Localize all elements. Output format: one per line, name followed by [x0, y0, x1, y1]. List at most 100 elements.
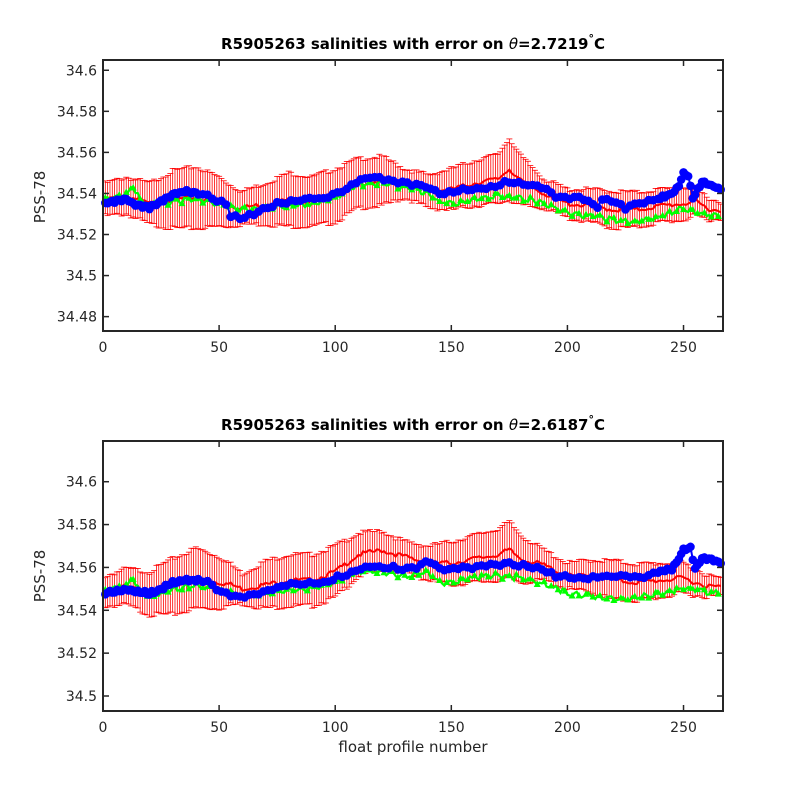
series-marker-green [686, 205, 694, 212]
series-marker-green [199, 199, 207, 206]
series-marker-green [164, 588, 172, 595]
series-marker-green [673, 207, 681, 214]
y-tick-label: 34.56 [57, 560, 97, 576]
chart-title: R5905263 salinities with error on θ=2.61… [221, 413, 605, 434]
y-axis-label: PSS-78 [31, 550, 49, 603]
series-line-blue [104, 545, 722, 599]
series-marker-green [408, 573, 416, 581]
chart-top: R5905263 salinities with error on θ=2.72… [31, 32, 725, 356]
series-marker-green [491, 569, 499, 576]
series-marker-green [129, 184, 137, 191]
series-marker-green [638, 593, 646, 601]
y-tick-label: 34.56 [57, 145, 97, 161]
series-marker-green [415, 571, 423, 578]
series-marker-green [436, 197, 444, 205]
series-marker-green [478, 194, 486, 202]
series-marker-green [680, 205, 688, 213]
series-marker-green [519, 197, 527, 204]
series-marker-green [680, 585, 688, 593]
series-marker-green [303, 200, 311, 207]
series-marker-green [693, 209, 701, 216]
x-tick-label: 150 [438, 340, 465, 356]
y-axis-label: PSS-78 [31, 171, 49, 224]
series-marker-blue [221, 200, 231, 209]
x-tick-label: 250 [670, 720, 697, 736]
series-marker-blue [686, 542, 695, 552]
series-marker-green [373, 181, 381, 189]
series-marker-green [686, 584, 694, 591]
series-marker-green [443, 578, 451, 585]
series-marker-green [471, 571, 479, 579]
series-marker-green [547, 581, 555, 589]
series-marker-green [596, 591, 604, 599]
y-tick-label: 34.6 [66, 475, 97, 491]
x-tick-label: 50 [210, 340, 228, 356]
series-marker-green [700, 208, 708, 216]
y-tick-label: 34.54 [57, 186, 97, 202]
series-marker-green [178, 199, 186, 207]
series-marker-green [526, 193, 534, 200]
series-marker-green [436, 576, 444, 584]
series-marker-green [582, 590, 590, 597]
x-tick-label: 200 [554, 720, 581, 736]
series-marker-green [666, 207, 674, 214]
series-marker-green [540, 199, 548, 207]
series-marker-green [526, 574, 534, 582]
series-marker-blue [686, 181, 695, 191]
series-marker-green [122, 188, 130, 195]
y-tick-label: 34.58 [57, 104, 97, 120]
series-marker-green [554, 206, 562, 214]
axes: 0 50 100 150 200 250 34.48 34.5 34.52 34.54 34.56 3… [57, 59, 724, 356]
series-marker-green [401, 571, 409, 578]
series-marker-green [484, 572, 492, 580]
series-marker-green [631, 592, 639, 600]
plot-marks [101, 138, 725, 231]
series-marker-green [707, 213, 715, 220]
series-line-red [104, 547, 721, 597]
series-marker-green [471, 193, 479, 200]
series-marker-green [129, 575, 137, 582]
plot-marks [101, 520, 725, 618]
series-marker-green [464, 197, 472, 204]
series-marker-green [359, 182, 367, 190]
x-tick-label: 0 [99, 720, 108, 736]
x-tick-label: 100 [322, 720, 349, 736]
series-marker-green [289, 202, 297, 209]
y-tick-label: 34.54 [57, 603, 97, 619]
series-marker-green [373, 569, 381, 577]
series-marker-green [568, 591, 576, 599]
series-marker-green [429, 572, 437, 579]
series-marker-green [603, 595, 611, 602]
series-marker-green [707, 587, 715, 595]
axes-box [102, 59, 724, 332]
x-axis-label: float profile number [338, 738, 488, 756]
series-marker-green [617, 594, 625, 601]
series-marker-green [631, 216, 639, 224]
series-marker-green [491, 189, 499, 196]
series-marker-green [241, 203, 249, 210]
series-marker-green [505, 571, 513, 579]
series-marker-green [519, 575, 527, 583]
series-marker-green [422, 566, 430, 573]
series-marker-green [185, 584, 193, 592]
series-marker-green [457, 196, 465, 204]
series-marker-green [164, 201, 172, 208]
series-marker-green [575, 591, 583, 599]
series-marker-green [394, 185, 402, 192]
series-marker-green [540, 577, 548, 585]
series-marker-green [624, 595, 632, 603]
series-marker-green [478, 570, 486, 578]
series-marker-green [512, 194, 520, 201]
series-marker-green [666, 586, 674, 594]
y-tick-label: 34.5 [66, 689, 97, 705]
series-marker-blue [683, 171, 693, 181]
series-marker-green [505, 191, 513, 199]
series-marker-green [652, 588, 660, 595]
series-marker-green [603, 217, 611, 225]
series-marker-green [652, 212, 660, 220]
series-marker-green [582, 210, 590, 218]
y-tick-label: 34.52 [57, 646, 97, 662]
series-marker-blue [674, 181, 684, 191]
y-tick-label: 34.58 [57, 518, 97, 534]
